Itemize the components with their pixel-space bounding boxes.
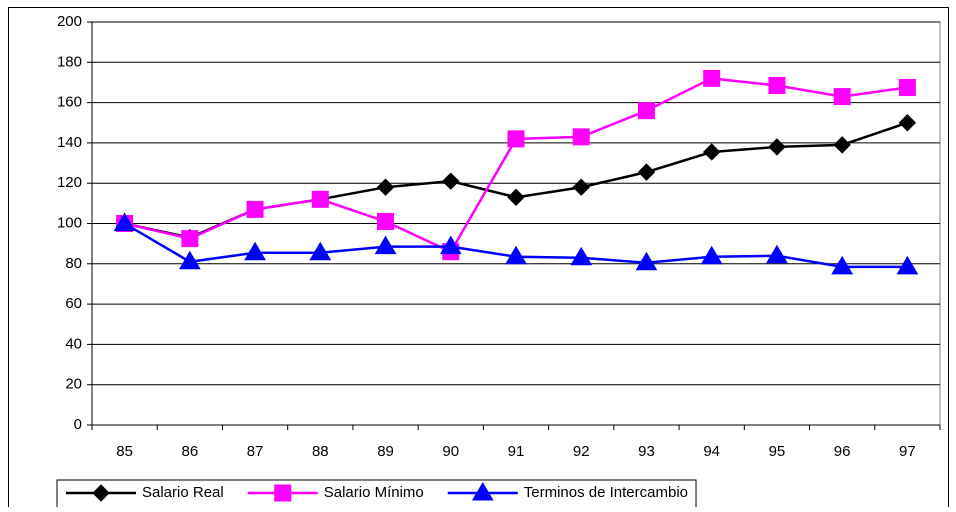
- data-point: [507, 130, 525, 148]
- x-tick-label: 97: [899, 443, 916, 460]
- data-point: [833, 136, 851, 154]
- y-tick-label: 80: [65, 255, 82, 272]
- data-point: [833, 88, 851, 106]
- data-point: [244, 241, 266, 261]
- data-point: [637, 163, 656, 181]
- x-tick-label: 90: [442, 443, 459, 460]
- x-tick-label: 87: [247, 443, 264, 460]
- data-point: [768, 138, 786, 156]
- legend-label: Terminos de Intercambio: [524, 484, 688, 501]
- data-point: [311, 190, 329, 208]
- data-point: [768, 76, 786, 94]
- legend-marker: [274, 484, 292, 502]
- y-tick-label: 200: [57, 13, 82, 30]
- data-point: [898, 78, 916, 96]
- x-tick-label: 94: [703, 443, 720, 460]
- data-point: [376, 178, 395, 196]
- y-tick-label: 60: [65, 295, 82, 312]
- data-point: [896, 255, 919, 275]
- x-tick-label: 92: [573, 443, 590, 460]
- data-point: [700, 245, 723, 265]
- series-line: [124, 77, 908, 254]
- data-point: [246, 200, 264, 218]
- data-point: [572, 178, 590, 196]
- x-tick-label: 88: [312, 443, 329, 460]
- data-point: [637, 102, 655, 120]
- data-point: [572, 128, 590, 146]
- data-point: [635, 251, 658, 271]
- data-point: [766, 244, 788, 264]
- legend: Salario Real Salario Mínimo Terminos de In…: [56, 479, 697, 511]
- data-point: [181, 230, 199, 248]
- y-tick-label: 20: [65, 376, 82, 393]
- legend-label: Salario Mínimo: [324, 484, 424, 501]
- x-tick-label: 89: [377, 443, 394, 460]
- x-tick-label: 86: [182, 443, 199, 460]
- data-point: [178, 250, 201, 270]
- data-point: [702, 143, 721, 161]
- data-point: [442, 172, 460, 190]
- legend-marker: [92, 484, 110, 502]
- chart-frame: [8, 7, 949, 512]
- data-point: [898, 114, 917, 132]
- y-tick-label: 40: [65, 335, 82, 352]
- x-tick-label: 93: [638, 443, 655, 460]
- y-tick-label: 140: [57, 134, 82, 151]
- data-point: [507, 188, 525, 207]
- data-point: [377, 212, 395, 230]
- data-point: [703, 69, 721, 87]
- y-tick-label: 180: [57, 53, 82, 70]
- data-point: [309, 241, 332, 261]
- data-point: [505, 245, 527, 265]
- data-point: [439, 235, 462, 255]
- y-tick-label: 0: [74, 416, 82, 433]
- x-tick-label: 95: [769, 443, 786, 460]
- x-tick-label: 96: [834, 443, 851, 460]
- data-point: [374, 235, 397, 255]
- legend-label: Salario Real: [142, 484, 224, 501]
- x-tick-label: 85: [116, 443, 133, 460]
- y-tick-label: 100: [57, 214, 82, 231]
- legend-marker: [471, 482, 494, 501]
- y-tick-label: 120: [57, 174, 82, 191]
- data-point: [113, 212, 136, 231]
- data-point: [570, 246, 593, 266]
- x-tick-label: 91: [508, 443, 525, 460]
- y-tick-label: 160: [57, 94, 82, 111]
- data-point: [831, 255, 854, 275]
